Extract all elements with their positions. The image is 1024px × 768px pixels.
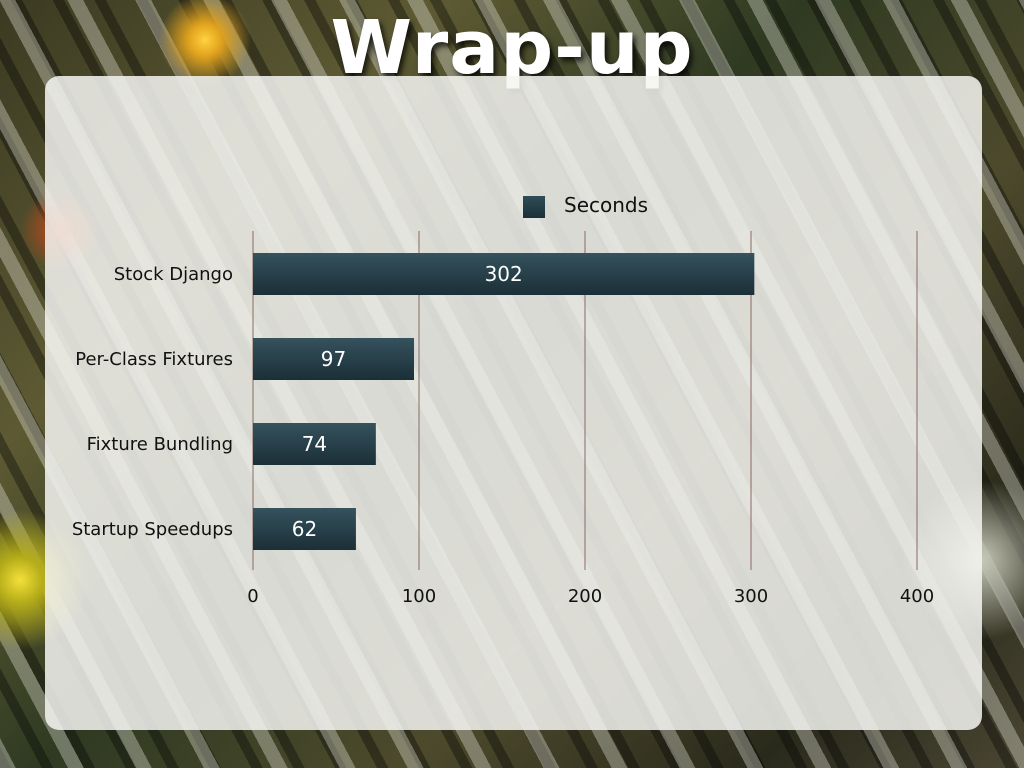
value-label-3: 62 — [292, 517, 317, 541]
bar-2 — [253, 423, 376, 465]
category-label-2: Fixture Bundling — [87, 434, 233, 455]
x-tick-label-0: 0 — [247, 586, 258, 607]
legend-label: Seconds — [564, 193, 649, 217]
bar-3 — [253, 508, 356, 550]
chart-panel — [45, 76, 982, 730]
legend-swatch — [523, 196, 545, 218]
value-label-0: 302 — [485, 262, 523, 286]
category-label-1: Per-Class Fixtures — [75, 349, 233, 370]
labels: 0 100 200 300 400 Stock Django 302 Per-Class Fi… — [72, 262, 934, 607]
value-label-2: 74 — [302, 432, 327, 456]
bars — [253, 253, 755, 550]
bar-0 — [253, 253, 755, 295]
x-tick-label-400: 400 — [900, 586, 934, 607]
x-tick-label-200: 200 — [568, 586, 602, 607]
x-tick-label-300: 300 — [734, 586, 768, 607]
category-label-0: Stock Django — [114, 264, 233, 285]
value-label-1: 97 — [321, 347, 346, 371]
bar-1 — [253, 338, 415, 380]
x-tick-label-100: 100 — [402, 586, 436, 607]
category-label-3: Startup Speedups — [72, 519, 233, 540]
